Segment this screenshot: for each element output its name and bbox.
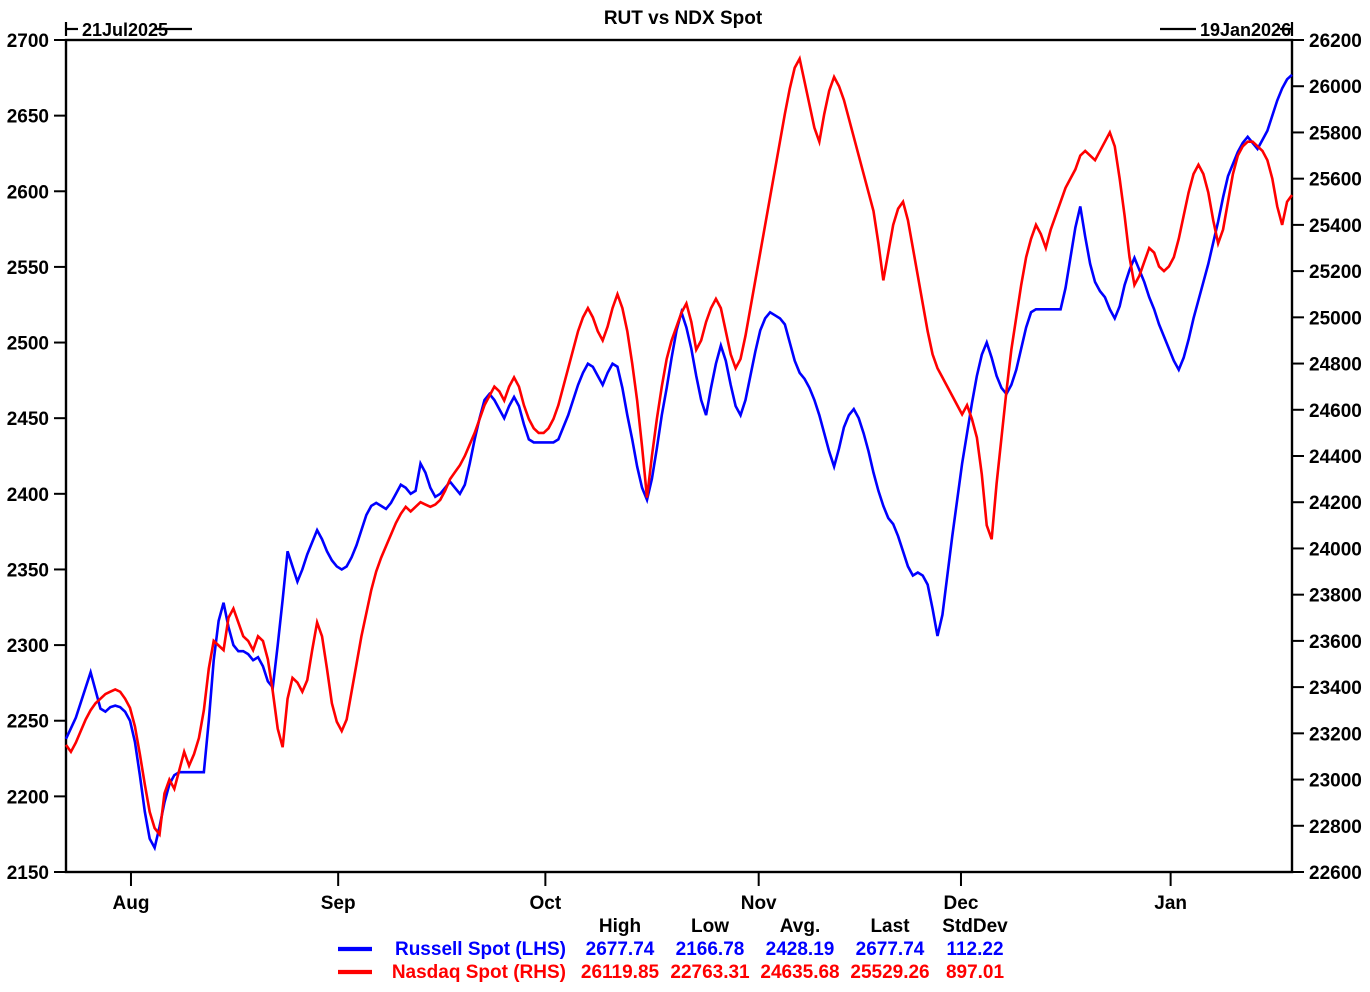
legend-stat-value: 2428.19 <box>766 939 835 960</box>
right-axis-tick-label: 23600 <box>1309 632 1362 653</box>
left-axis-tick-label: 2650 <box>7 107 49 128</box>
legend-series-name: Russell Spot (LHS) <box>395 939 566 960</box>
legend-column-header: Avg. <box>780 916 820 937</box>
right-axis-tick-label: 25800 <box>1309 123 1362 144</box>
x-axis-month-label: Sep <box>321 893 356 914</box>
legend-stat-value: 897.01 <box>946 962 1005 983</box>
right-axis-tick-label: 25000 <box>1309 308 1362 329</box>
right-axis-tick-label: 23200 <box>1309 724 1362 745</box>
end-date-label: 19Jan2026 <box>1200 20 1291 40</box>
right-axis-tick-label: 26200 <box>1309 31 1362 52</box>
series-line-nasdaq <box>64 55 1294 838</box>
left-axis-tick-label: 2250 <box>7 712 49 733</box>
legend-column-header: High <box>599 916 641 937</box>
right-axis-tick-label: 22800 <box>1309 817 1362 838</box>
legend-column-header: StdDev <box>942 916 1008 937</box>
left-axis-tick-label: 2500 <box>7 334 49 355</box>
x-axis-month-label: Aug <box>113 893 150 914</box>
right-axis-tick-label: 25600 <box>1309 170 1362 191</box>
legend: High Low Avg. Last StdDev Russell Spot (LHS) 2… <box>338 916 1008 983</box>
left-axis-tick-label: 2300 <box>7 636 49 657</box>
end-date-marker: 19Jan2026 <box>1160 20 1294 40</box>
left-axis: 2150 2200 2250 2300 2350 2400 2450 2500 2550 2600… <box>7 31 66 884</box>
left-axis-tick-label: 2550 <box>7 258 49 279</box>
left-axis-tick-label: 2400 <box>7 485 49 506</box>
legend-stat-value: 22763.31 <box>670 962 750 983</box>
x-axis-month-label: Jan <box>1154 893 1187 914</box>
legend-stat-value: 2166.78 <box>676 939 745 960</box>
legend-stat-value: 24635.68 <box>760 962 839 983</box>
legend-stat-value: 2677.74 <box>586 939 655 960</box>
right-axis-tick-label: 23000 <box>1309 771 1362 792</box>
start-date-label: 21Jul2025 <box>82 20 168 40</box>
right-axis-tick-label: 26000 <box>1309 77 1362 98</box>
right-axis-tick-label: 23800 <box>1309 586 1362 607</box>
legend-stat-value: 26119.85 <box>581 962 660 983</box>
plot-frame <box>64 38 1294 874</box>
legend-stat-value: 2677.74 <box>856 939 925 960</box>
legend-stat-value: 112.22 <box>946 939 1003 960</box>
right-axis-tick-label: 24200 <box>1309 493 1362 514</box>
right-axis-tick-label: 24600 <box>1309 401 1362 422</box>
legend-series-name: Nasdaq Spot (RHS) <box>392 962 566 983</box>
left-axis-tick-label: 2200 <box>7 787 49 808</box>
left-axis-tick-label: 2700 <box>7 31 49 52</box>
start-date-marker: 21Jul2025 <box>64 20 192 40</box>
right-axis-tick-label: 24400 <box>1309 447 1362 468</box>
right-axis-tick-label: 24800 <box>1309 355 1362 376</box>
right-axis-tick-label: 22600 <box>1309 863 1362 884</box>
left-axis-tick-label: 2450 <box>7 409 49 430</box>
x-axis: Aug Sep Oct Nov Dec Jan <box>113 872 1187 914</box>
left-axis-tick-label: 2600 <box>7 182 49 203</box>
x-axis-month-label: Oct <box>530 893 562 914</box>
legend-stat-value: 25529.26 <box>850 962 929 983</box>
series-line-russell <box>64 73 1293 852</box>
left-axis-tick-label: 2350 <box>7 560 49 581</box>
series-layer <box>64 55 1294 852</box>
legend-column-header: Last <box>870 916 910 937</box>
right-axis-tick-label: 25400 <box>1309 216 1362 237</box>
right-axis-tick-label: 24000 <box>1309 539 1362 560</box>
right-axis-tick-label: 23400 <box>1309 678 1362 699</box>
legend-column-header: Low <box>691 916 729 937</box>
right-axis: 22600 22800 23000 23200 23400 23600 23800 24000… <box>1292 31 1362 884</box>
x-axis-month-label: Nov <box>741 893 777 914</box>
right-axis-tick-label: 25200 <box>1309 262 1362 283</box>
left-axis-tick-label: 2150 <box>7 863 49 884</box>
chart-title: RUT vs NDX Spot <box>604 8 763 29</box>
x-axis-month-label: Dec <box>944 893 979 914</box>
